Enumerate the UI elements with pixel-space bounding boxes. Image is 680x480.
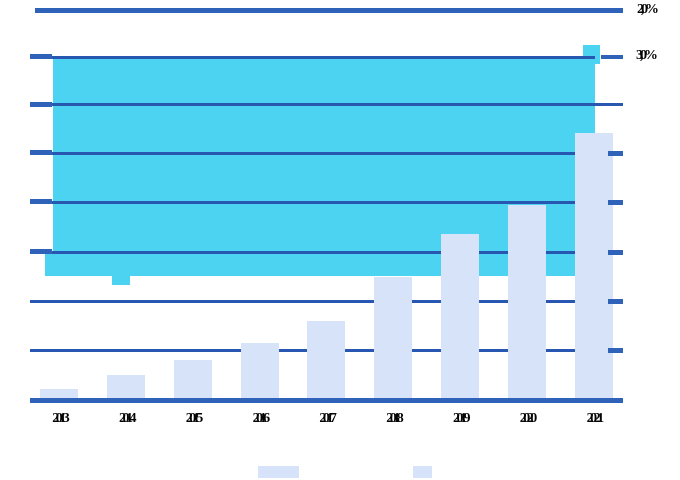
bar-2016 xyxy=(240,342,279,403)
legend-swatch xyxy=(258,466,299,478)
bar-2018 xyxy=(374,276,413,403)
bar-2015 xyxy=(173,360,212,403)
legend-swatch xyxy=(413,466,432,478)
gridline xyxy=(30,56,595,59)
axis-tick xyxy=(608,348,623,353)
bar-2017 xyxy=(307,321,346,403)
axis-tick xyxy=(30,398,623,403)
x-axis-label: 2017 xyxy=(319,411,337,426)
x-axis-label: 2015 xyxy=(185,411,204,426)
cyan-overlay-rect xyxy=(112,275,130,285)
axis-tick xyxy=(35,8,623,13)
x-axis-label: 2016 xyxy=(252,411,271,426)
axis-tick xyxy=(30,54,52,59)
gridline xyxy=(30,152,595,155)
x-axis-label: 2013 xyxy=(52,411,70,426)
cyan-overlay-rect xyxy=(583,45,600,64)
axis-tick xyxy=(30,249,52,254)
cyan-overlay-rect xyxy=(45,253,53,276)
gridline xyxy=(30,201,595,204)
axis-tick xyxy=(608,299,623,304)
axis-tick xyxy=(601,55,623,59)
axis-tick xyxy=(30,199,52,204)
x-axis-label: 2020 xyxy=(519,411,538,426)
bar-2021 xyxy=(574,132,613,403)
axis-tick xyxy=(30,102,52,107)
gridline xyxy=(30,251,595,254)
x-axis-label: 2019 xyxy=(453,411,471,426)
x-axis-label: 2014 xyxy=(119,411,137,426)
bar-2019 xyxy=(441,233,479,403)
gridline xyxy=(30,300,608,303)
cyan-overlay-rect xyxy=(53,57,595,276)
axis-tick xyxy=(608,250,623,255)
bar-2020 xyxy=(507,204,546,403)
right-axis-label: 3,0% xyxy=(636,48,658,63)
x-axis-label: 2018 xyxy=(386,411,404,426)
right-axis-label: 2,0% xyxy=(637,2,659,17)
axis-tick xyxy=(30,150,52,155)
gridline xyxy=(30,103,623,106)
x-axis-label: 2021 xyxy=(586,411,605,426)
axis-tick xyxy=(608,151,623,156)
axis-tick xyxy=(608,200,623,205)
